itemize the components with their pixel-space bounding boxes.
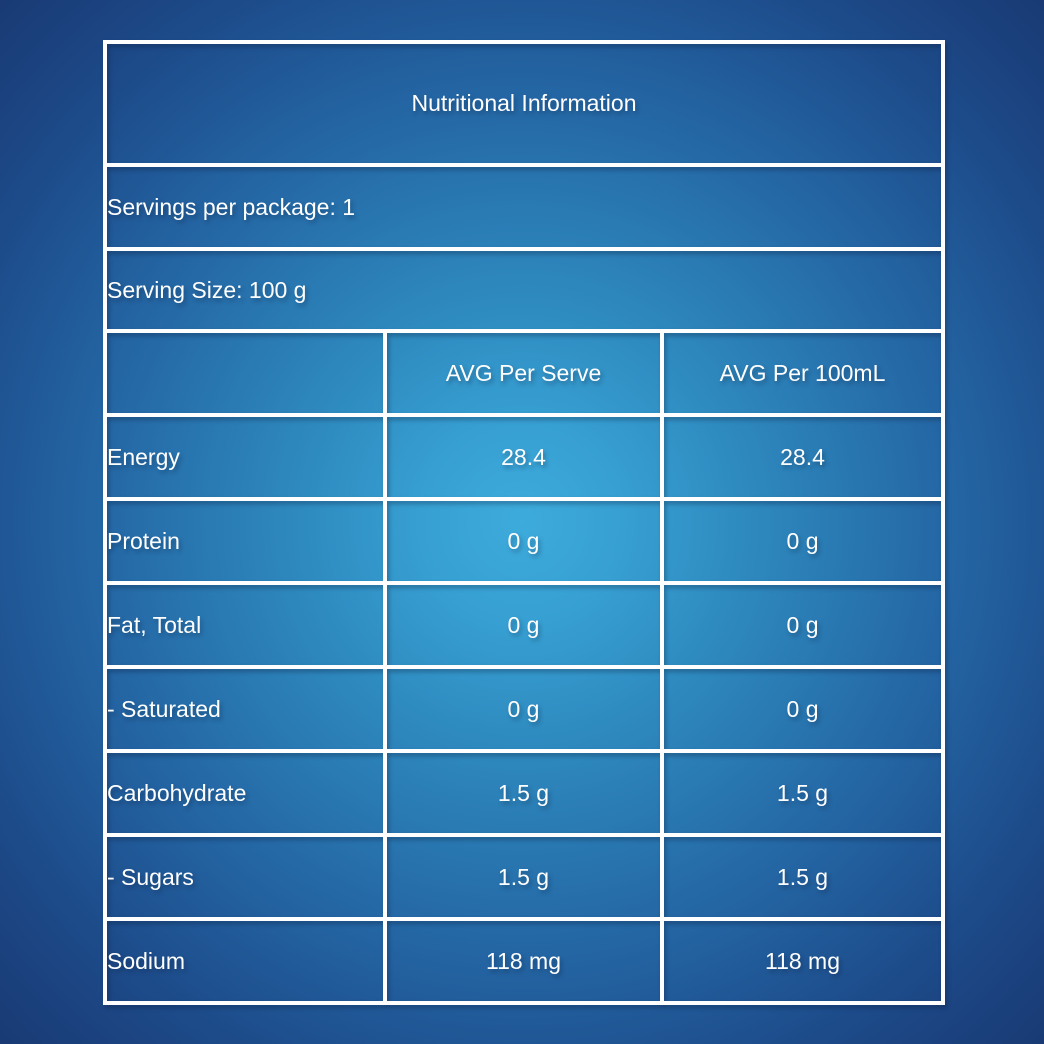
nutrient-value-per-100ml: 1.5 g — [659, 833, 946, 921]
nutrient-value-per-serve: 1.5 g — [383, 833, 664, 921]
table-row: Nutritional Information — [102, 40, 946, 167]
table-row-saturated: - Saturated 0 g 0 g — [103, 665, 946, 753]
serving-size-text: Serving Size: 100 g — [102, 247, 946, 333]
table-header-row: AVG Per Serve AVG Per 100mL — [103, 329, 946, 417]
nutrient-value-per-100ml: 118 mg — [659, 917, 946, 1005]
nutrient-label: - Saturated — [103, 665, 387, 753]
nutrient-value-per-serve: 0 g — [383, 497, 664, 585]
nutrient-value-per-serve: 28.4 — [383, 413, 664, 501]
nutrient-label: Fat, Total — [103, 581, 387, 669]
page-title: Nutritional Information — [102, 40, 946, 167]
column-header-per-serve: AVG Per Serve — [383, 329, 664, 417]
table-row: Serving Size: 100 g — [102, 247, 946, 333]
nutrient-label: Energy — [103, 413, 387, 501]
table-row-energy: Energy 28.4 28.4 — [103, 413, 946, 501]
nutrient-label: Carbohydrate — [103, 749, 387, 837]
nutrient-label: Sodium — [103, 917, 387, 1005]
table-row-sodium: Sodium 118 mg 118 mg — [103, 917, 946, 1005]
nutrient-value-per-serve: 118 mg — [383, 917, 664, 1005]
table-row-sugars: - Sugars 1.5 g 1.5 g — [103, 833, 946, 921]
table-row-protein: Protein 0 g 0 g — [103, 497, 946, 585]
nutrient-value-per-serve: 0 g — [383, 665, 664, 753]
nutrient-value-per-100ml: 0 g — [659, 665, 946, 753]
nutrient-value-per-serve: 0 g — [383, 581, 664, 669]
column-header-per-100ml: AVG Per 100mL — [659, 329, 946, 417]
nutrient-value-per-100ml: 28.4 — [659, 413, 946, 501]
servings-per-package-text: Servings per package: 1 — [102, 163, 946, 251]
nutrient-label: - Sugars — [103, 833, 387, 921]
table-row: Servings per package: 1 — [102, 163, 946, 251]
nutrient-label: Protein — [103, 497, 387, 585]
nutrient-value-per-100ml: 1.5 g — [659, 749, 946, 837]
nutrient-value-per-serve: 1.5 g — [383, 749, 664, 837]
nutrition-table: Nutritional Information Servings per pac… — [102, 40, 946, 1005]
table-row-fat-total: Fat, Total 0 g 0 g — [103, 581, 946, 669]
nutrient-value-per-100ml: 0 g — [659, 497, 946, 585]
table-row-carbohydrate: Carbohydrate 1.5 g 1.5 g — [103, 749, 946, 837]
column-header-blank — [103, 329, 387, 417]
nutrient-value-per-100ml: 0 g — [659, 581, 946, 669]
